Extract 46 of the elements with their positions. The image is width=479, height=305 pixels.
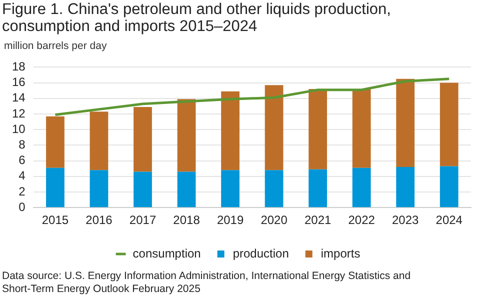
- bar: [352, 89, 371, 168]
- y-tick-label: 12: [12, 106, 26, 120]
- bar: [440, 82, 458, 166]
- x-tick-label: 2019: [216, 213, 244, 228]
- bar: [177, 99, 196, 172]
- bar: [308, 169, 328, 208]
- chart-title: Figure 1. China's petroleum and other liquids production, consumption and imports 2015–2024: [2, 1, 392, 35]
- x-tick-label: 2018: [173, 213, 200, 228]
- y-tick-label: 10: [12, 122, 26, 136]
- bar: [90, 170, 108, 208]
- y-tick-label: 0: [18, 200, 26, 214]
- source-note: Data source: U.S. Energy Information Administration, International Energy Statistics and Short-Term Energy Outlook February 2025: [2, 270, 412, 296]
- x-tick-label: 2022: [348, 213, 376, 228]
- bar: [221, 170, 240, 208]
- y-tick-label: 14: [12, 90, 26, 105]
- y-tick-label: 6: [18, 153, 26, 168]
- bar: [221, 91, 240, 170]
- bar: [264, 170, 284, 208]
- x-tick-label: 2023: [392, 213, 420, 228]
- y-tick-label: 2: [18, 184, 26, 198]
- bar: [46, 168, 64, 208]
- bar: [352, 168, 371, 208]
- y-tick-label: 4: [18, 168, 26, 183]
- bar: [177, 172, 196, 208]
- y-axis-title: million barrels per day: [4, 40, 107, 52]
- bar: [396, 78, 415, 168]
- x-tick-label: 2021: [304, 213, 332, 228]
- x-tick-label: 2017: [129, 213, 156, 228]
- bar: [134, 106, 152, 172]
- bar: [308, 89, 328, 170]
- y-tick-label: 16: [12, 75, 26, 90]
- legend-label: consumption: [132, 246, 201, 260]
- y-tick-label: 8: [18, 138, 26, 152]
- bar: [90, 112, 108, 170]
- bar: [264, 85, 284, 170]
- bar: [396, 167, 415, 208]
- bar: [440, 166, 458, 208]
- x-tick-label: 2020: [260, 213, 288, 228]
- x-tick-label: 2016: [86, 213, 113, 228]
- legend-label: production: [232, 246, 289, 260]
- legend-label: imports: [320, 246, 360, 260]
- bar: [134, 172, 152, 208]
- y-tick-label: 18: [12, 60, 26, 74]
- x-tick-label: 2024: [436, 213, 463, 228]
- bar: [46, 116, 64, 168]
- x-tick-label: 2015: [42, 213, 69, 228]
